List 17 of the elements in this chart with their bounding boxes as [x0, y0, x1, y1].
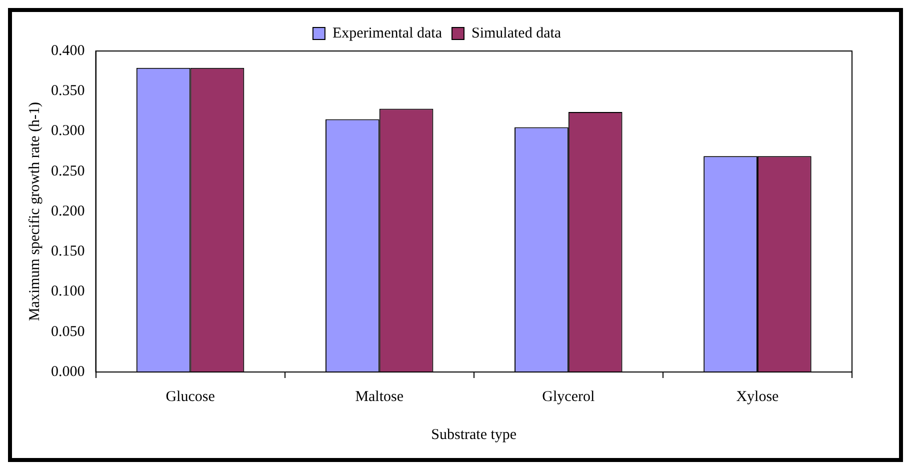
- legend-label: Experimental data: [332, 25, 442, 42]
- y-tick-label: 0.150: [51, 244, 85, 260]
- y-axis-title: Maximum specific growth rate (h-1): [26, 102, 43, 322]
- y-tick-label: 0.000: [51, 364, 85, 380]
- y-tick-label: 0.350: [51, 83, 85, 100]
- x-tick-label: Maltose: [355, 388, 404, 405]
- y-tick-label: 0.300: [51, 123, 85, 140]
- y-tick-label: 0.100: [51, 284, 85, 300]
- x-tick-label: Xylose: [736, 388, 780, 405]
- x-tick-label: Glucose: [166, 388, 216, 405]
- y-tick-label: 0.050: [51, 324, 85, 340]
- x-axis-title: Substrate type: [431, 426, 517, 443]
- legend-label: Simulated data: [471, 25, 562, 42]
- y-tick-label: 0.400: [51, 42, 85, 59]
- y-tick-label: 0.200: [51, 203, 85, 220]
- x-tick-label: Glycerol: [542, 388, 595, 405]
- y-tick-label: 0.250: [51, 163, 85, 180]
